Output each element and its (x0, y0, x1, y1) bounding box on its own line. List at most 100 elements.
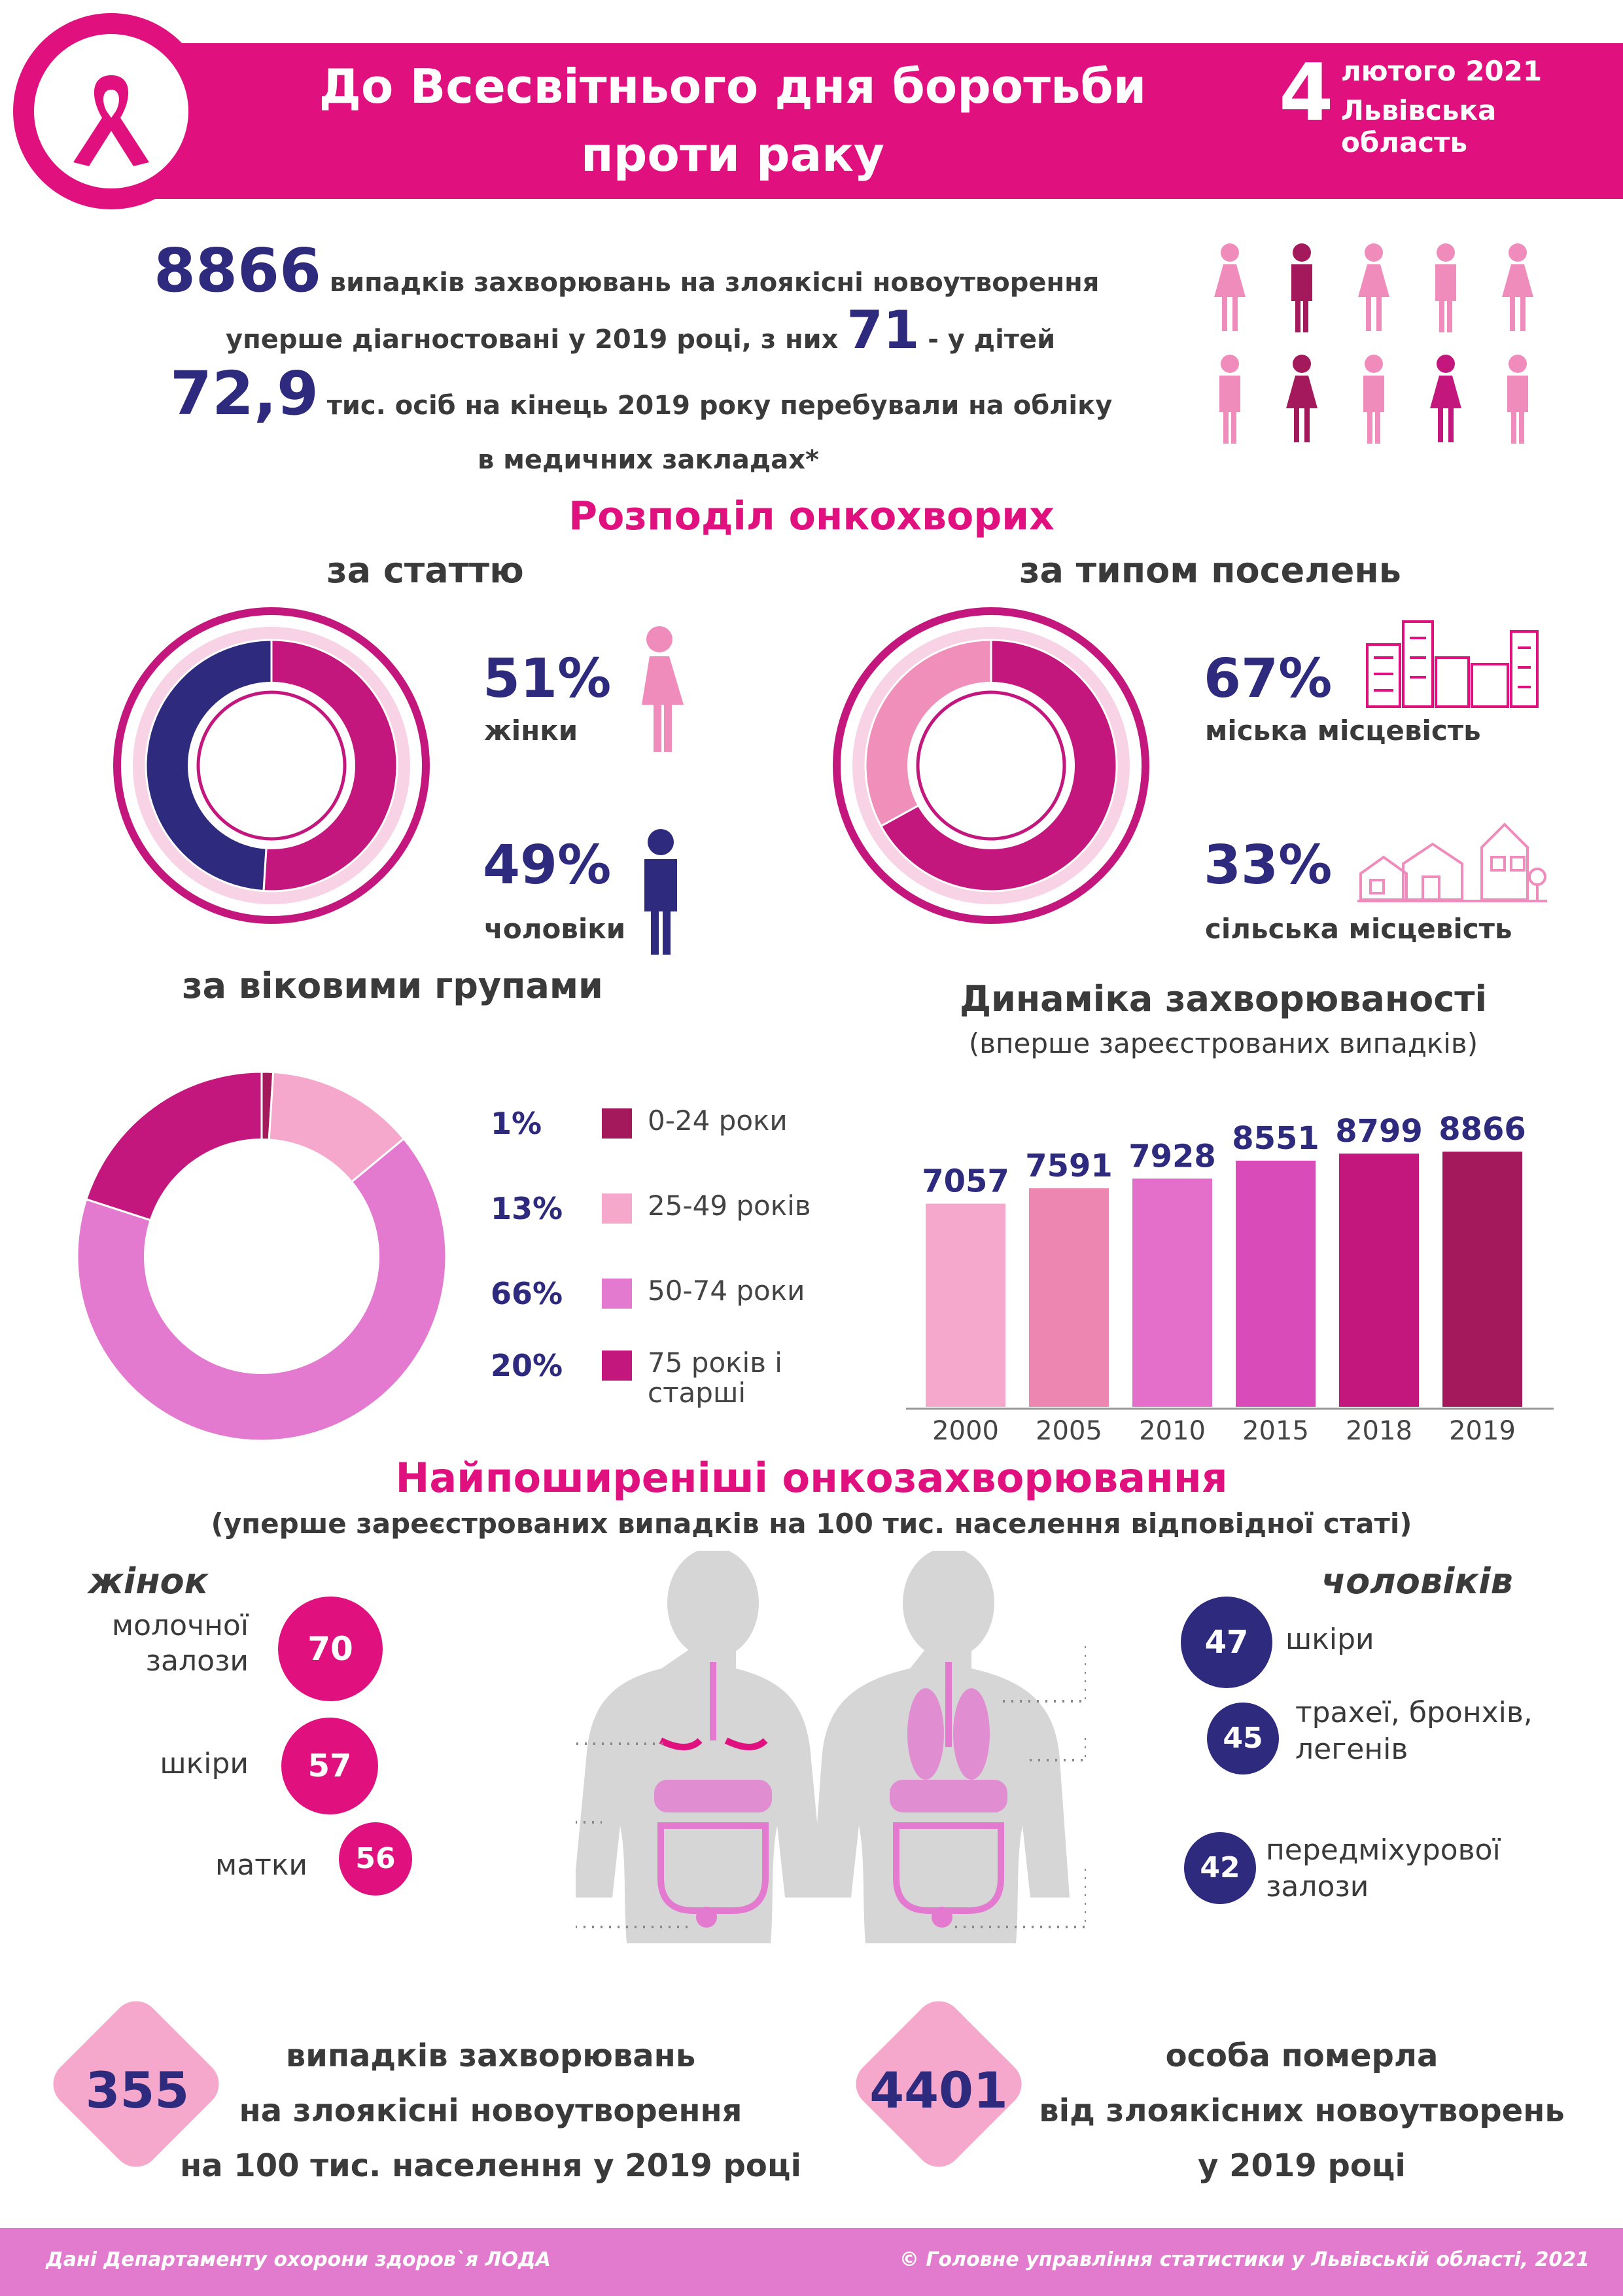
intro-line-2: уперше діагностовані у 2019 році, з них … (226, 300, 1207, 361)
title-line-1: До Всесвітнього дня боротьби (319, 59, 1147, 114)
urban-label: міська місцевість (1205, 715, 1481, 747)
incidence-line: на 100 тис. населення у 2019 році (180, 2147, 801, 2184)
sex-donut-chart (113, 607, 430, 924)
footer-bar (0, 2228, 1623, 2296)
bar-value-label: 8866 (1439, 1111, 1526, 1148)
rural-percent: 33% (1204, 834, 1333, 896)
bar-2000 (926, 1203, 1005, 1407)
intro-line-1: 8866 випадків захворювань на злоякісні н… (154, 236, 1200, 306)
person-icon (1507, 355, 1528, 444)
person-icon (1363, 355, 1384, 444)
footer-copyright: © Головне управління статистики у Львівс… (899, 2248, 1590, 2271)
intro-line-3: 72,9 тис. осіб на кінець 2019 року переб… (170, 359, 1217, 429)
dynamics-bar-chart: 7057 2000 7591 2005 7928 2010 8551 2015 8799 2018… (906, 1111, 1554, 1446)
person-icon (1435, 243, 1456, 332)
bar-2010 (1132, 1178, 1212, 1407)
incidence-line: на злоякісні новоутворення (239, 2093, 742, 2129)
bar-category-label: 2018 (1346, 1416, 1412, 1446)
date-day: 4 (1279, 48, 1334, 139)
title-line-2: проти раку (581, 127, 884, 182)
age-donut-chart (76, 1070, 447, 1442)
deaths-line: особа померла (1165, 2038, 1439, 2074)
person-icon (1219, 355, 1240, 444)
common-subtitle: (уперше зареєстрованих випадків на 100 т… (211, 1508, 1412, 1540)
women-uterus-label: матки (215, 1848, 307, 1882)
age-legend-swatch (602, 1279, 632, 1309)
men-label: чоловіки (484, 913, 626, 945)
city-buildings-icon (1366, 620, 1539, 708)
men-skin-label: шкіри (1285, 1623, 1374, 1656)
dynamics-subtitle: (вперше зареєстрованих випадків) (968, 1027, 1478, 1059)
body-silhouettes (576, 1551, 1086, 1943)
women-column-title: жінок (88, 1561, 209, 1602)
age-legend-percent: 13% (491, 1191, 563, 1226)
urban-percent: 67% (1204, 648, 1333, 710)
men-column-title: чоловіків (1321, 1561, 1513, 1602)
ribbon-badge (13, 13, 209, 209)
women-label: жінки (484, 715, 578, 747)
incidence-line: випадків захворювань (285, 2038, 696, 2074)
age-legend-label: 50-74 роки (648, 1275, 805, 1307)
men-skin-value: 47 (1181, 1597, 1272, 1688)
women-breast-value: 70 (278, 1597, 383, 1701)
women-percent: 51% (483, 648, 612, 710)
cases-number: 8866 (154, 236, 322, 306)
women-uterus-value: 56 (339, 1822, 412, 1896)
label-line: залози (145, 1644, 249, 1678)
men-percent: 49% (483, 834, 612, 896)
registered-text-2: в медичних закладах* (478, 445, 819, 475)
bar-category-label: 2000 (932, 1416, 999, 1446)
age-legend-swatch (602, 1108, 632, 1139)
women-skin-label: шкіри (160, 1747, 249, 1780)
bar-2005 (1029, 1188, 1109, 1407)
children-text: - у дітей (928, 325, 1056, 355)
date-month-year: лютого 2021 (1341, 55, 1543, 87)
age-legend-label: 0-24 роки (648, 1104, 788, 1137)
women-skin-value: 57 (281, 1718, 378, 1814)
bar-2018 (1339, 1153, 1419, 1407)
region-name: Львівська область (1341, 94, 1497, 158)
bar-category-label: 2019 (1449, 1416, 1516, 1446)
awareness-ribbon-icon (73, 75, 149, 166)
label-line: трахеї, бронхів, (1295, 1696, 1533, 1729)
cases-text-2: уперше діагностовані у 2019 році, з них (226, 325, 839, 355)
bar-2019 (1442, 1152, 1522, 1407)
age-legend-item: 20% 75 років і старші (491, 1348, 857, 1420)
deaths-line: у 2019 році (1198, 2147, 1406, 2184)
person-icon (1214, 243, 1246, 331)
bar-value-label: 8551 (1232, 1120, 1319, 1157)
label-line: молочної (111, 1609, 249, 1642)
incidence-number: 355 (85, 2061, 190, 2119)
deaths-text: особа померла від злоякісних новоутворен… (1021, 2028, 1583, 2193)
people-grid (1214, 243, 1533, 444)
age-legend-label: 25-49 років (648, 1190, 811, 1222)
age-legend-label: 75 років і старші (648, 1347, 782, 1409)
age-legend-percent: 66% (491, 1276, 563, 1311)
woman-icon (642, 626, 684, 752)
bar-category-label: 2005 (1036, 1416, 1102, 1446)
settlement-donut-chart (833, 607, 1149, 924)
registered-text-1: тис. осіб на кінець 2019 року перебували… (326, 391, 1113, 421)
page-title: До Всесвітнього дня боротьби проти раку (222, 52, 1243, 188)
by-settlement-title: за типом поселень (1019, 550, 1401, 591)
man-icon (644, 829, 677, 955)
men-prostate-value: 42 (1184, 1832, 1256, 1904)
label-line: передміхурової (1266, 1833, 1501, 1867)
male-organs-icon (890, 1662, 1007, 1928)
by-sex-title: за статтю (326, 550, 524, 591)
age-legend-swatch (602, 1351, 632, 1381)
incidence-text: випадків захворювань на злоякісні новоут… (177, 2028, 805, 2193)
by-age-title: за віковими групами (182, 965, 603, 1006)
age-legend-item: 1% 0-24 роки (491, 1106, 857, 1178)
age-legend-item: 13% 25-49 років (491, 1191, 857, 1263)
label-line: залози (1266, 1870, 1369, 1903)
person-icon (1502, 243, 1533, 331)
age-legend-percent: 1% (491, 1106, 542, 1141)
cases-text-1: випадків захворювань на злоякісні новоут… (329, 268, 1100, 298)
header-bar (72, 43, 1623, 199)
person-icon (1358, 243, 1389, 331)
person-icon (1291, 243, 1312, 332)
age-legend-swatch (602, 1193, 632, 1224)
rural-label: сільська місцевість (1205, 913, 1512, 945)
deaths-number: 4401 (869, 2061, 1008, 2119)
